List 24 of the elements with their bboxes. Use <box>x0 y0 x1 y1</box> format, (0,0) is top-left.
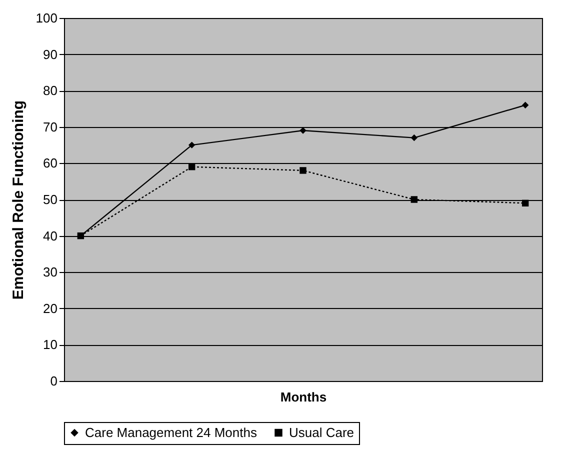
point <box>300 167 306 174</box>
point <box>410 134 418 142</box>
y-tick-label: 70 <box>43 119 58 134</box>
point <box>188 142 196 148</box>
point <box>410 196 418 203</box>
y-tick-label: 80 <box>43 83 58 98</box>
y-tick-label: 50 <box>43 192 58 207</box>
y-tick-label: 30 <box>43 264 58 280</box>
legend-label: Care Management 24 Months <box>85 424 258 440</box>
y-tick-label: 100 <box>36 10 58 26</box>
y-tick-label: 60 <box>43 156 58 171</box>
legend-label: Usual Care <box>289 424 354 440</box>
y-axis-title: Emotional Role Functioning <box>10 100 27 300</box>
y-tick-label: 10 <box>43 337 58 352</box>
y-tick-label: 40 <box>43 228 58 244</box>
point <box>522 200 529 206</box>
y-tick-label: 20 <box>43 300 58 316</box>
x-axis-title: Months <box>280 390 327 404</box>
point <box>188 163 196 170</box>
y-tick-label: 0 <box>50 374 58 388</box>
point <box>77 232 84 240</box>
point <box>300 127 306 134</box>
point <box>522 102 529 108</box>
y-tick-label: 90 <box>43 46 58 62</box>
